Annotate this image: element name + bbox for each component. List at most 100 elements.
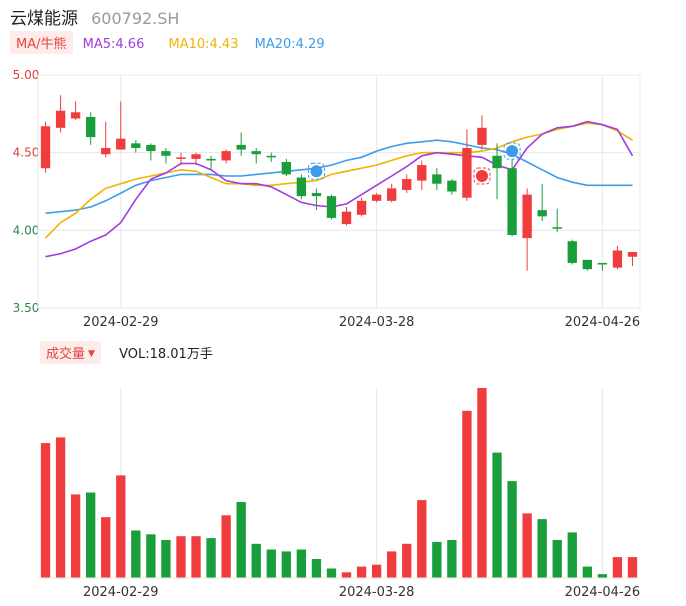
ma5-line [45,120,634,258]
candle-body [40,126,51,169]
volume-bar [341,572,352,578]
volume-bar [326,568,337,578]
volume-bar [597,574,608,578]
ma10-label: MA10:4.43 [168,37,239,52]
candle-body [507,168,517,235]
candle-body [311,193,322,197]
volume-bar [552,540,562,578]
candle-body [70,112,81,119]
ma-toggle-button[interactable]: MA/牛熊 [10,31,73,54]
stock-name: 云煤能源 [10,9,78,29]
x-tick-label: 2024-04-26 [565,585,641,600]
volume-bar [462,410,472,578]
candle-body [191,154,201,159]
volume-bar [266,549,276,578]
volume-bar [206,538,216,578]
candle-body [627,252,638,257]
volume-bar [371,564,382,578]
bull-signal-icon [475,169,488,182]
candle-body [251,151,261,155]
volume-bar [86,492,96,578]
candle-body [266,155,276,158]
y-tick-label: 5.00 [13,68,40,82]
x-tick-label: 2024-02-29 [83,315,159,330]
volume-bar [221,515,231,578]
x-tick-label: 2024-04-26 [565,315,641,330]
volume-bar [281,551,291,578]
candle-body [341,211,352,225]
bear-signal-icon [310,165,323,178]
candle-body [402,179,412,190]
candle-body [236,144,246,150]
candle-body [567,241,577,263]
volume-bar [387,551,397,578]
volume-bar [116,475,126,578]
ma5-label: MA5:4.66 [82,37,145,52]
candle-body [522,194,532,239]
ma20-line [45,139,633,214]
candle-body [326,196,337,218]
candle-body [432,174,442,184]
y-tick-label: 4.50 [13,146,40,160]
y-tick-label: 3.50 [13,301,40,315]
volume-bar [417,500,427,578]
volume-legend: 成交量 ▼ VOL:18.01万手 [40,341,213,364]
volume-bar [191,536,201,578]
candle-body [356,200,367,215]
volume-bar [582,566,592,578]
volume-bar [567,532,577,578]
candle-body [552,227,562,229]
candle-body [612,250,623,268]
volume-bar [356,566,367,578]
candle-body [537,210,547,217]
candle-body [116,138,126,150]
candle-body [387,188,397,201]
volume-bar [251,543,261,578]
candle-body [131,143,141,149]
candle-body [206,158,216,161]
volume-bar [146,534,156,578]
volume-value-label: VOL:18.01万手 [119,347,213,362]
volume-bar [176,536,186,578]
volume-bar [55,437,66,578]
volume-bar [70,494,81,578]
ma10-line [44,122,633,239]
x-tick-label: 2024-02-29 [83,585,159,600]
candle-body [161,151,171,156]
volume-bar [101,517,111,578]
candle-body [492,155,502,169]
volume-bar [612,557,623,578]
bull-signal-icon-frame [473,167,491,185]
stock-header: 云煤能源 600792.SH [10,4,180,29]
volume-bar [432,541,442,578]
volume-toggle-label: 成交量 [46,347,86,362]
ma-legend: MA/牛熊 MA5:4.66 MA10:4.43 MA20:4.29 [10,31,325,54]
volume-bar [477,388,487,578]
volume-bar [311,559,322,578]
stock-code: 600792.SH [91,9,180,28]
volume-bar [537,519,547,578]
candle-body [417,165,427,181]
volume-bar [522,513,532,578]
candle-body [582,259,592,270]
x-tick-label: 2024-03-28 [339,315,415,330]
candle-body [477,127,487,145]
bear-signal-icon [506,145,519,158]
candle-body [462,148,472,198]
candle-body [296,177,307,197]
volume-bar [447,540,457,578]
candle-body [101,148,111,155]
x-tick-label: 2024-03-28 [339,585,415,600]
volume-bar [402,543,412,578]
candle-body [371,194,382,201]
candle-body [281,161,291,175]
volume-bar [131,530,141,578]
candle-body [55,110,66,128]
volume-bar [507,481,517,578]
y-tick-label: 4.00 [13,223,40,237]
volume-bar [161,540,171,578]
volume-toggle-button[interactable]: 成交量 ▼ [40,341,101,364]
bear-signal-icon-frame [307,162,325,180]
candle-body [597,262,608,265]
caret-down-icon: ▼ [88,349,95,359]
